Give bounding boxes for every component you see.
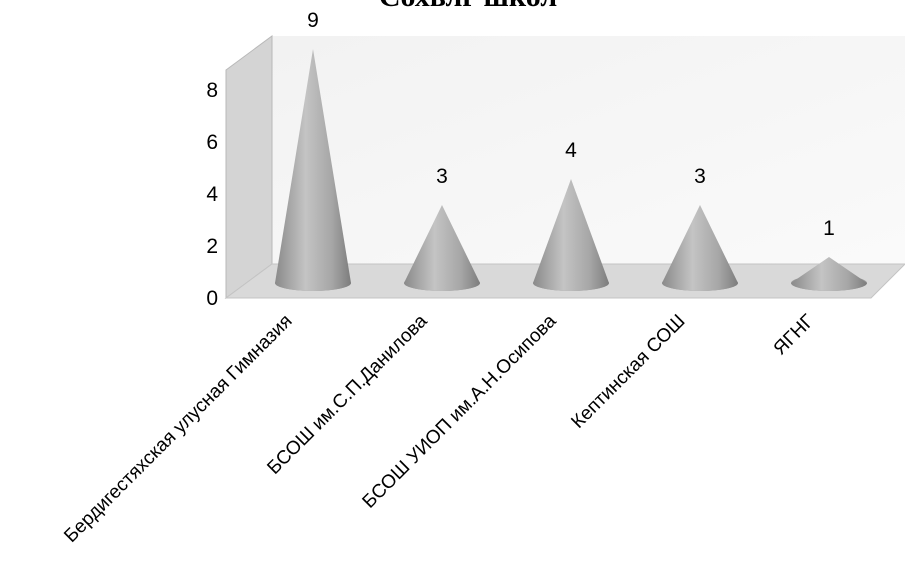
cone-bar	[404, 205, 480, 291]
category-label: Бердигестяхская улусная Гимназия	[60, 311, 296, 547]
cone-bar	[533, 179, 609, 291]
data-label: 9	[307, 9, 319, 32]
data-label: 1	[823, 217, 835, 240]
cone-bar	[662, 205, 738, 291]
cone-bar	[791, 257, 867, 291]
cone-bar	[275, 49, 351, 291]
y-axis-ticks: 0 2 4 6 8	[206, 79, 218, 310]
back-wall	[272, 36, 905, 264]
y-tick-label: 4	[206, 183, 218, 206]
data-label: 4	[565, 139, 577, 162]
data-label: 3	[694, 165, 706, 188]
y-tick-label: 0	[206, 287, 218, 310]
side-wall	[225, 35, 273, 299]
y-tick-label: 6	[206, 131, 218, 154]
data-label: 3	[436, 165, 448, 188]
chart-title: Сохвлг школ	[379, 0, 557, 13]
y-tick-label: 2	[206, 235, 218, 258]
cones	[275, 49, 867, 291]
y-tick-label: 8	[206, 79, 218, 102]
category-label: Кептинская СОШ	[567, 311, 689, 433]
category-label: ЯГНГ	[770, 311, 819, 360]
data-labels: 9 3 4 3 1	[307, 9, 835, 240]
